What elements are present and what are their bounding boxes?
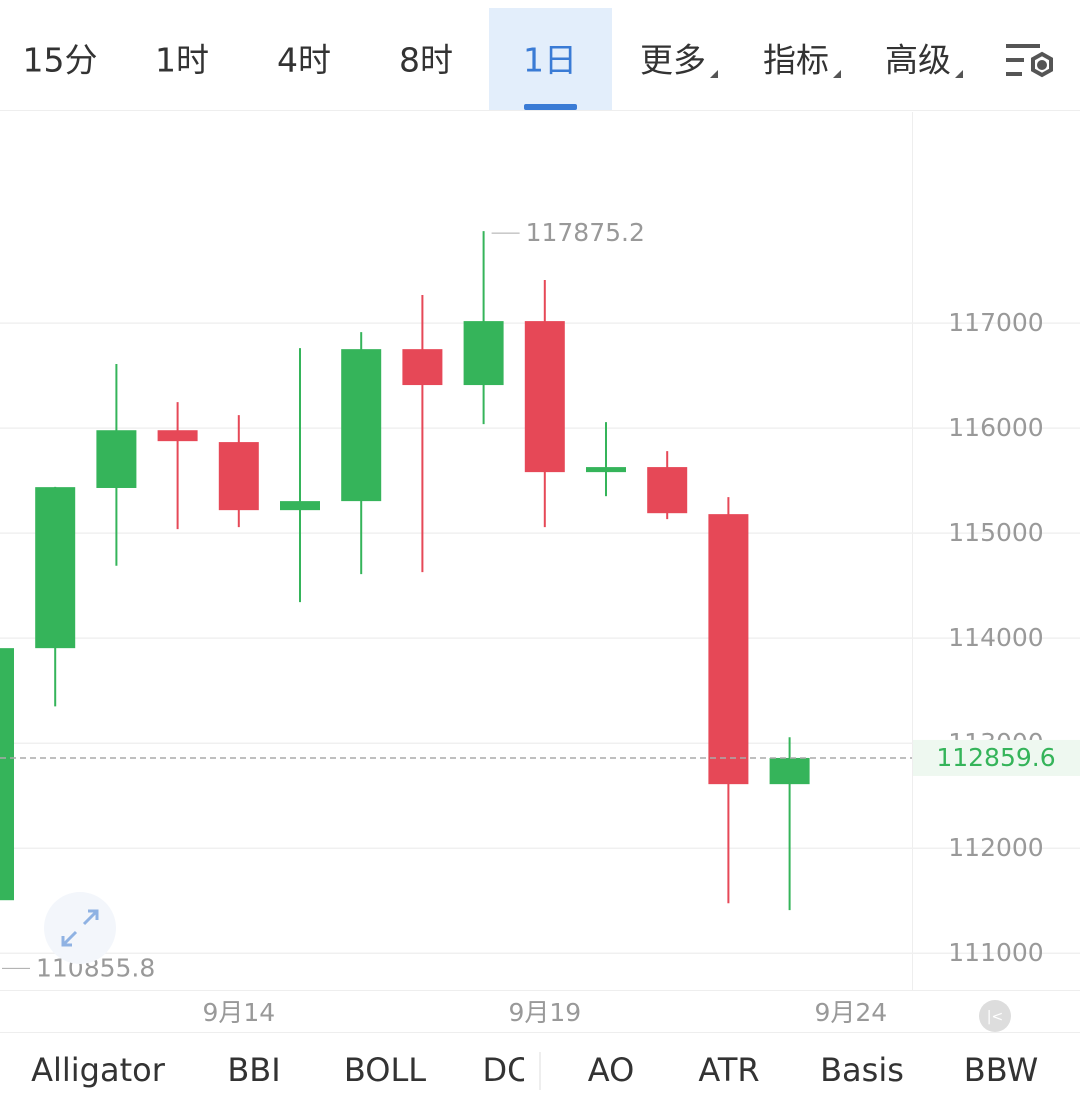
x-tick-label: 9月14 (202, 998, 275, 1027)
candle-body (218, 442, 259, 511)
candle-body (708, 514, 749, 785)
dropdown-caret (955, 70, 963, 78)
timeframe-tab[interactable]: 1日 (523, 41, 577, 80)
settings-icon[interactable] (1006, 44, 1053, 78)
candle-body (280, 501, 320, 511)
last-price-bg (913, 739, 1080, 776)
dropdown-caret (710, 70, 718, 78)
y-tick-label: 112000 (948, 833, 1043, 862)
candle-body (0, 648, 14, 901)
scroll-latest-icon: |< (987, 1009, 1003, 1025)
timeframe-tab[interactable]: 更多 (640, 41, 706, 80)
y-tick-label: 117000 (948, 308, 1043, 337)
timeframe-tab[interactable]: 8时 (399, 41, 453, 80)
y-tick-label: 111000 (948, 938, 1043, 967)
expand-icon (61, 909, 99, 947)
y-tick-label: 114000 (948, 623, 1043, 652)
dropdown-caret (833, 70, 841, 78)
scroll-latest-button[interactable] (979, 1000, 1011, 1032)
last-price-label: 112859.6 (936, 743, 1055, 772)
indicator-tab[interactable]: DC (483, 1051, 530, 1089)
indicator-tab[interactable]: BBI (227, 1051, 280, 1089)
high-label: 117875.2 (526, 218, 645, 247)
candle-body (341, 349, 382, 502)
candle-body (647, 467, 688, 514)
timeframe-tab[interactable]: 4时 (277, 41, 331, 80)
active-tab-indicator (524, 104, 577, 110)
y-tick-label: 115000 (948, 518, 1043, 547)
expand-button[interactable] (44, 892, 116, 964)
indicator-tab[interactable]: Alligator (31, 1051, 166, 1089)
x-tick-label: 9月19 (508, 998, 581, 1027)
timeframe-tab[interactable]: 指标 (763, 41, 829, 80)
candle-body (463, 321, 504, 386)
candle-body (157, 430, 198, 442)
indicator-tab[interactable]: BOLL (344, 1051, 426, 1089)
candle-body (35, 487, 76, 649)
candle-body (96, 430, 137, 488)
candle-body (524, 321, 565, 473)
x-tick-label: 9月24 (814, 998, 887, 1027)
timeframe-tab[interactable]: 15分 (23, 41, 98, 80)
indicator-tab[interactable]: ATR (698, 1051, 759, 1089)
indicator-tab[interactable]: AO (588, 1051, 635, 1089)
timeframe-tab[interactable]: 1时 (155, 41, 209, 80)
candle-body (769, 757, 810, 785)
indicator-tab[interactable]: BBW (964, 1051, 1038, 1089)
y-tick-label: 116000 (948, 413, 1043, 442)
active-tab-bg (489, 8, 612, 110)
candle-body (402, 349, 443, 386)
timeframe-tab[interactable]: 高级 (885, 41, 951, 80)
candle-body (586, 467, 626, 473)
indicator-tab[interactable]: Basis (820, 1051, 904, 1089)
